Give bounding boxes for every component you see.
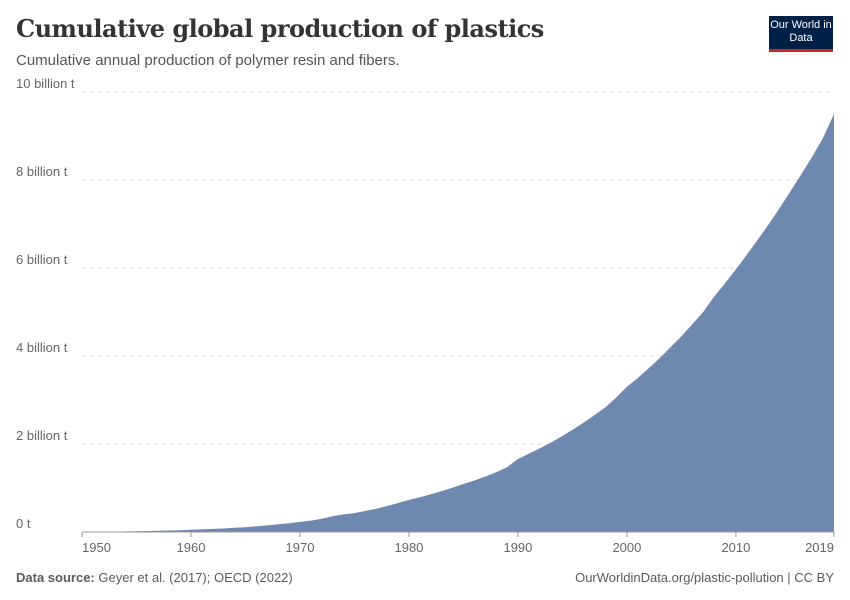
y-tick-label: 4 billion t (16, 340, 68, 355)
x-tick-label: 2019 (805, 540, 834, 555)
data-source: Data source: Geyer et al. (2017); OECD (… (16, 570, 293, 585)
chart-title: Cumulative global production of plastics (16, 14, 544, 43)
y-tick-label: 2 billion t (16, 428, 68, 443)
source-text: Geyer et al. (2017); OECD (2022) (98, 570, 293, 585)
chart-subtitle: Cumulative annual production of polymer … (16, 52, 400, 69)
x-tick-label: 1980 (394, 540, 423, 555)
area-series (82, 114, 834, 532)
y-tick-label: 6 billion t (16, 252, 68, 267)
logo-text: Our World in Data (770, 19, 832, 44)
y-tick-label: 0 t (16, 516, 31, 531)
x-tick-label: 1960 (177, 540, 206, 555)
x-tick-label: 2000 (612, 540, 641, 555)
owid-logo[interactable]: Our World in Data (769, 16, 833, 52)
x-tick-label: 1950 (82, 540, 111, 555)
y-tick-label: 8 billion t (16, 164, 68, 179)
x-tick-label: 1990 (503, 540, 532, 555)
footer-link[interactable]: OurWorldinData.org/plastic-pollution | C… (575, 570, 834, 585)
y-tick-label: 10 billion t (16, 76, 75, 91)
area-chart: 0 t 2 billion t 4 billion t 6 billion t 8 bi… (16, 76, 835, 555)
x-tick-label: 2010 (721, 540, 750, 555)
source-label: Data source: (16, 570, 95, 585)
x-tick-label: 1970 (286, 540, 315, 555)
